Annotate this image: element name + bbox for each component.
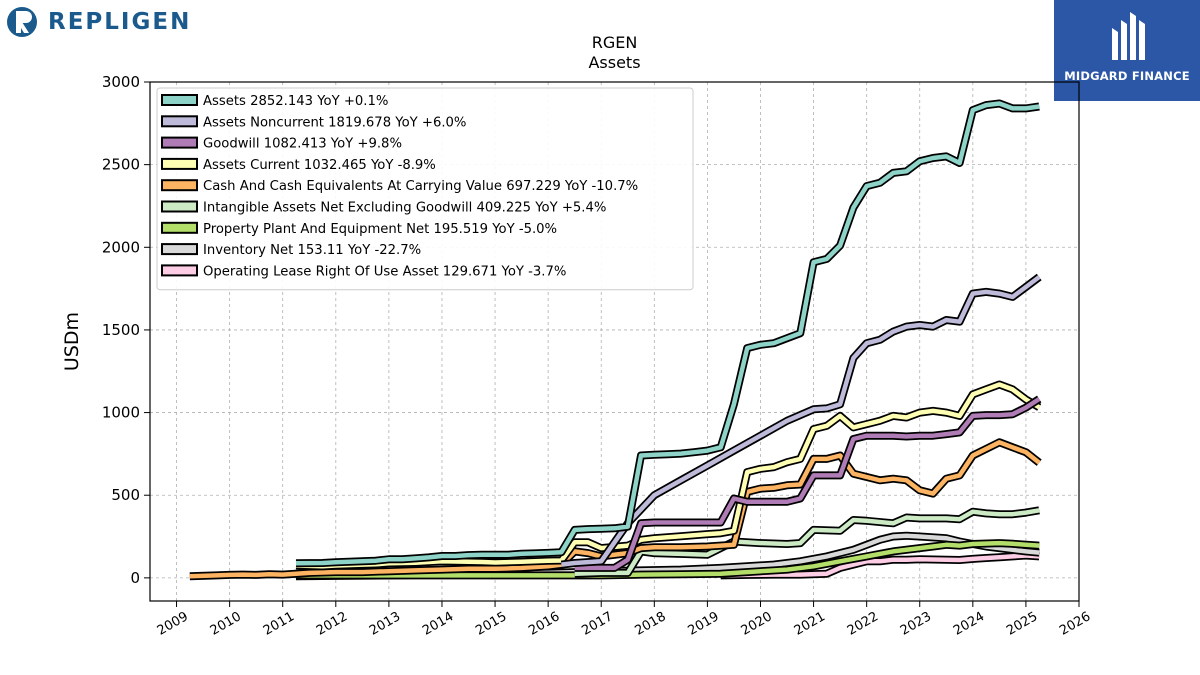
repligen-mark-icon (7, 7, 37, 37)
company-logo-text: REPLIGEN (48, 9, 192, 35)
legend-swatch (161, 179, 198, 192)
series-1 (560, 273, 1042, 569)
legend-swatch (161, 94, 198, 106)
legend-box (156, 87, 694, 291)
x-tick-label: 2026 (1057, 609, 1093, 639)
series-5 (574, 506, 1040, 578)
y-axis-label: USDm (61, 312, 83, 371)
legend-entry-label: Intangible Assets Net Excluding Goodwill… (203, 201, 606, 216)
x-tick-label: 2014 (420, 609, 456, 639)
y-tick-label: 1500 (102, 321, 140, 339)
y-tick-label: 2000 (102, 238, 140, 256)
legend-entry-label: Property Plant And Equipment Net 195.519… (203, 222, 557, 237)
x-tick-label: 2010 (208, 609, 244, 639)
legend-swatch (161, 221, 198, 234)
series-4 (189, 438, 1042, 581)
legend-swatch (161, 157, 198, 170)
x-tick-label: 2021 (792, 609, 828, 639)
series-6 (296, 539, 1040, 580)
plot-area-frame (149, 81, 1080, 602)
brand-badge-text: MIDGARD FINANCE (1064, 69, 1190, 83)
x-tick-label: 2025 (1004, 609, 1040, 639)
legend-swatch (161, 115, 198, 128)
company-logo: REPLIGEN (6, 4, 206, 40)
legend-entry-label: Assets Current 1032.465 YoY -8.9% (203, 158, 436, 173)
x-tick-label: 2023 (898, 609, 934, 639)
legend-swatch (161, 136, 198, 149)
series-0 (295, 99, 1040, 568)
x-tick-label: 2009 (155, 609, 191, 639)
legend-swatch (161, 264, 198, 277)
chart-subtitle: Assets (588, 53, 640, 72)
y-tick-label: 500 (111, 486, 140, 504)
series-line (296, 540, 1040, 578)
series-line (189, 440, 1041, 579)
legend-entry-label: Cash And Cash Equivalents At Carrying Va… (203, 179, 638, 194)
x-tick-label: 2016 (526, 609, 562, 639)
legend-entry-label: Goodwill 1082.413 YoY +9.8% (203, 137, 402, 152)
y-tick-label: 0 (130, 569, 140, 587)
x-tick-label: 2011 (261, 609, 297, 639)
legend-swatch (161, 243, 198, 256)
x-tick-label: 2017 (579, 609, 615, 639)
y-tick-label: 1000 (102, 404, 140, 422)
x-tick-label: 2015 (473, 609, 509, 639)
legend-entry-label: Assets Noncurrent 1819.678 YoY +6.0% (203, 115, 466, 130)
brand-badge: MIDGARD FINANCE (1054, 0, 1200, 101)
series-line (574, 508, 1040, 576)
legend-swatch (161, 200, 198, 213)
chart-legend: Assets 2852.143 YoY +0.1% Assets Noncurre… (156, 87, 694, 291)
series-line (574, 397, 1041, 571)
legend-entry-label: Operating Lease Right Of Use Asset 129.6… (203, 264, 566, 279)
x-tick-label: 2012 (314, 609, 350, 639)
chart-title: RGEN (592, 33, 638, 52)
x-tick-label: 2018 (632, 609, 668, 639)
series-line (295, 101, 1040, 566)
series-line (295, 382, 1041, 569)
series-line (561, 275, 1041, 567)
x-tick-label: 2024 (951, 609, 987, 639)
x-tick-label: 2022 (845, 609, 881, 639)
x-tick-label: 2019 (686, 609, 722, 639)
series-8 (720, 551, 1040, 580)
midgard-mark-icon (1112, 12, 1145, 60)
y-tick-label: 2500 (102, 156, 140, 174)
x-tick-label: 2020 (739, 609, 775, 639)
x-tick-label: 2013 (367, 609, 403, 639)
legend-entry-label: Inventory Net 153.11 YoY -22.7% (203, 243, 421, 258)
series-3 (295, 380, 1042, 571)
series-layer (189, 99, 1042, 581)
legend-entry-label: Assets 2852.143 YoY +0.1% (203, 94, 388, 109)
series-line (720, 553, 1040, 578)
series-2 (574, 395, 1042, 572)
y-tick-label: 3000 (102, 73, 140, 91)
